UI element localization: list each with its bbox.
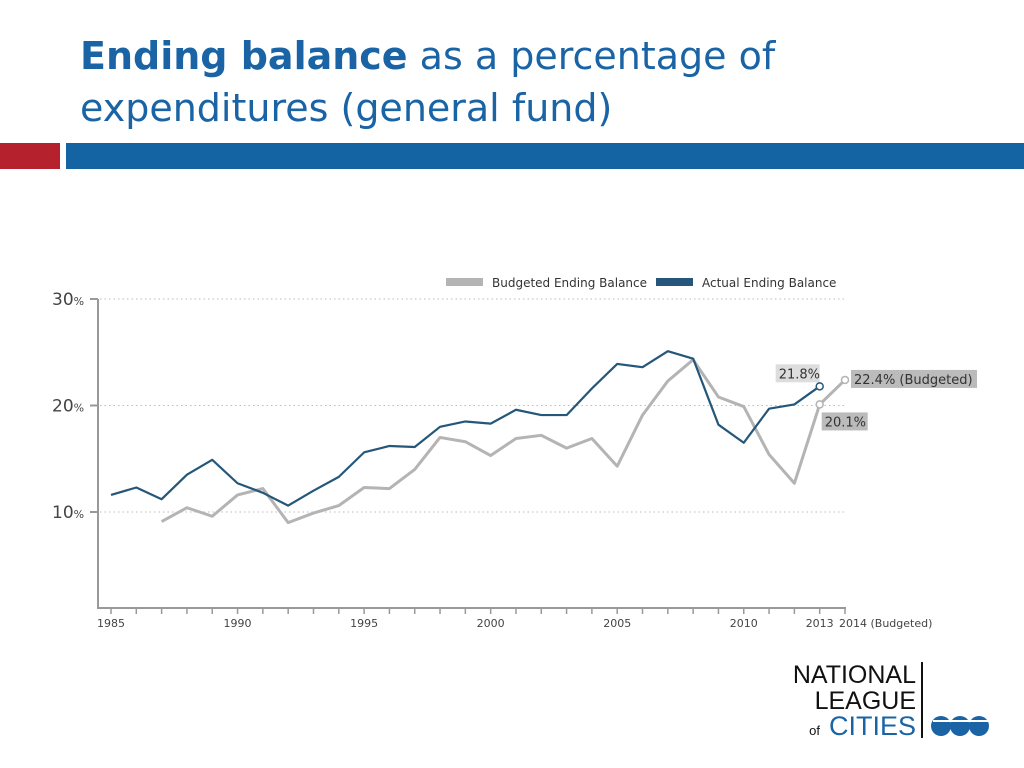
- x-tick-label: 2010: [730, 617, 758, 630]
- blue-header-bar: [66, 143, 1024, 169]
- annotation-label: 21.8%: [779, 367, 820, 382]
- y-tick-label: 10%: [52, 503, 84, 523]
- annotation-label: 22.4% (Budgeted): [854, 373, 973, 388]
- annotation-box: [775, 364, 820, 383]
- logo-cities: CITIES: [829, 711, 916, 740]
- annotation-box: [851, 369, 977, 388]
- annotation-box: [821, 412, 868, 431]
- x-tick-label: 1990: [224, 617, 252, 630]
- red-accent-bar: [0, 143, 60, 169]
- annotation-marker: [840, 375, 850, 385]
- title-line2: expenditures (general fund): [80, 86, 613, 130]
- x-tick-label: 2005: [603, 617, 631, 630]
- logo-line2: LEAGUE: [815, 687, 916, 715]
- title-bold: Ending balance: [80, 34, 408, 78]
- y-tick-label: 30%: [52, 290, 84, 310]
- annotation-label: 20.1%: [825, 415, 866, 430]
- annotation-marker: [815, 400, 824, 409]
- slide-title: Ending balance as a percentage of expend…: [80, 30, 775, 134]
- city-circles-icon: [931, 716, 989, 736]
- legend-swatch: [656, 278, 693, 286]
- series-line-actual: [110, 350, 821, 507]
- legend-label: Budgeted Ending Balance: [492, 276, 647, 290]
- x-tick-label: 1985: [97, 617, 125, 630]
- logo-of: of: [809, 723, 820, 738]
- legend-swatch: [446, 278, 483, 286]
- legend-label: Actual Ending Balance: [702, 276, 836, 290]
- logo-line1: NATIONAL: [793, 661, 916, 689]
- x-tick-label: 2013: [806, 617, 834, 630]
- x-tick-label: 1995: [350, 617, 378, 630]
- x-tick-label: 2014 (Budgeted): [839, 617, 932, 630]
- series-line-budgeted: [160, 358, 847, 525]
- x-tick-label: 2000: [477, 617, 505, 630]
- nlc-logo: NATIONAL LEAGUE of CITIES: [793, 661, 989, 740]
- title-rest: as a percentage of: [407, 34, 776, 78]
- annotation-marker: [815, 382, 824, 391]
- y-tick-label: 20%: [52, 397, 84, 417]
